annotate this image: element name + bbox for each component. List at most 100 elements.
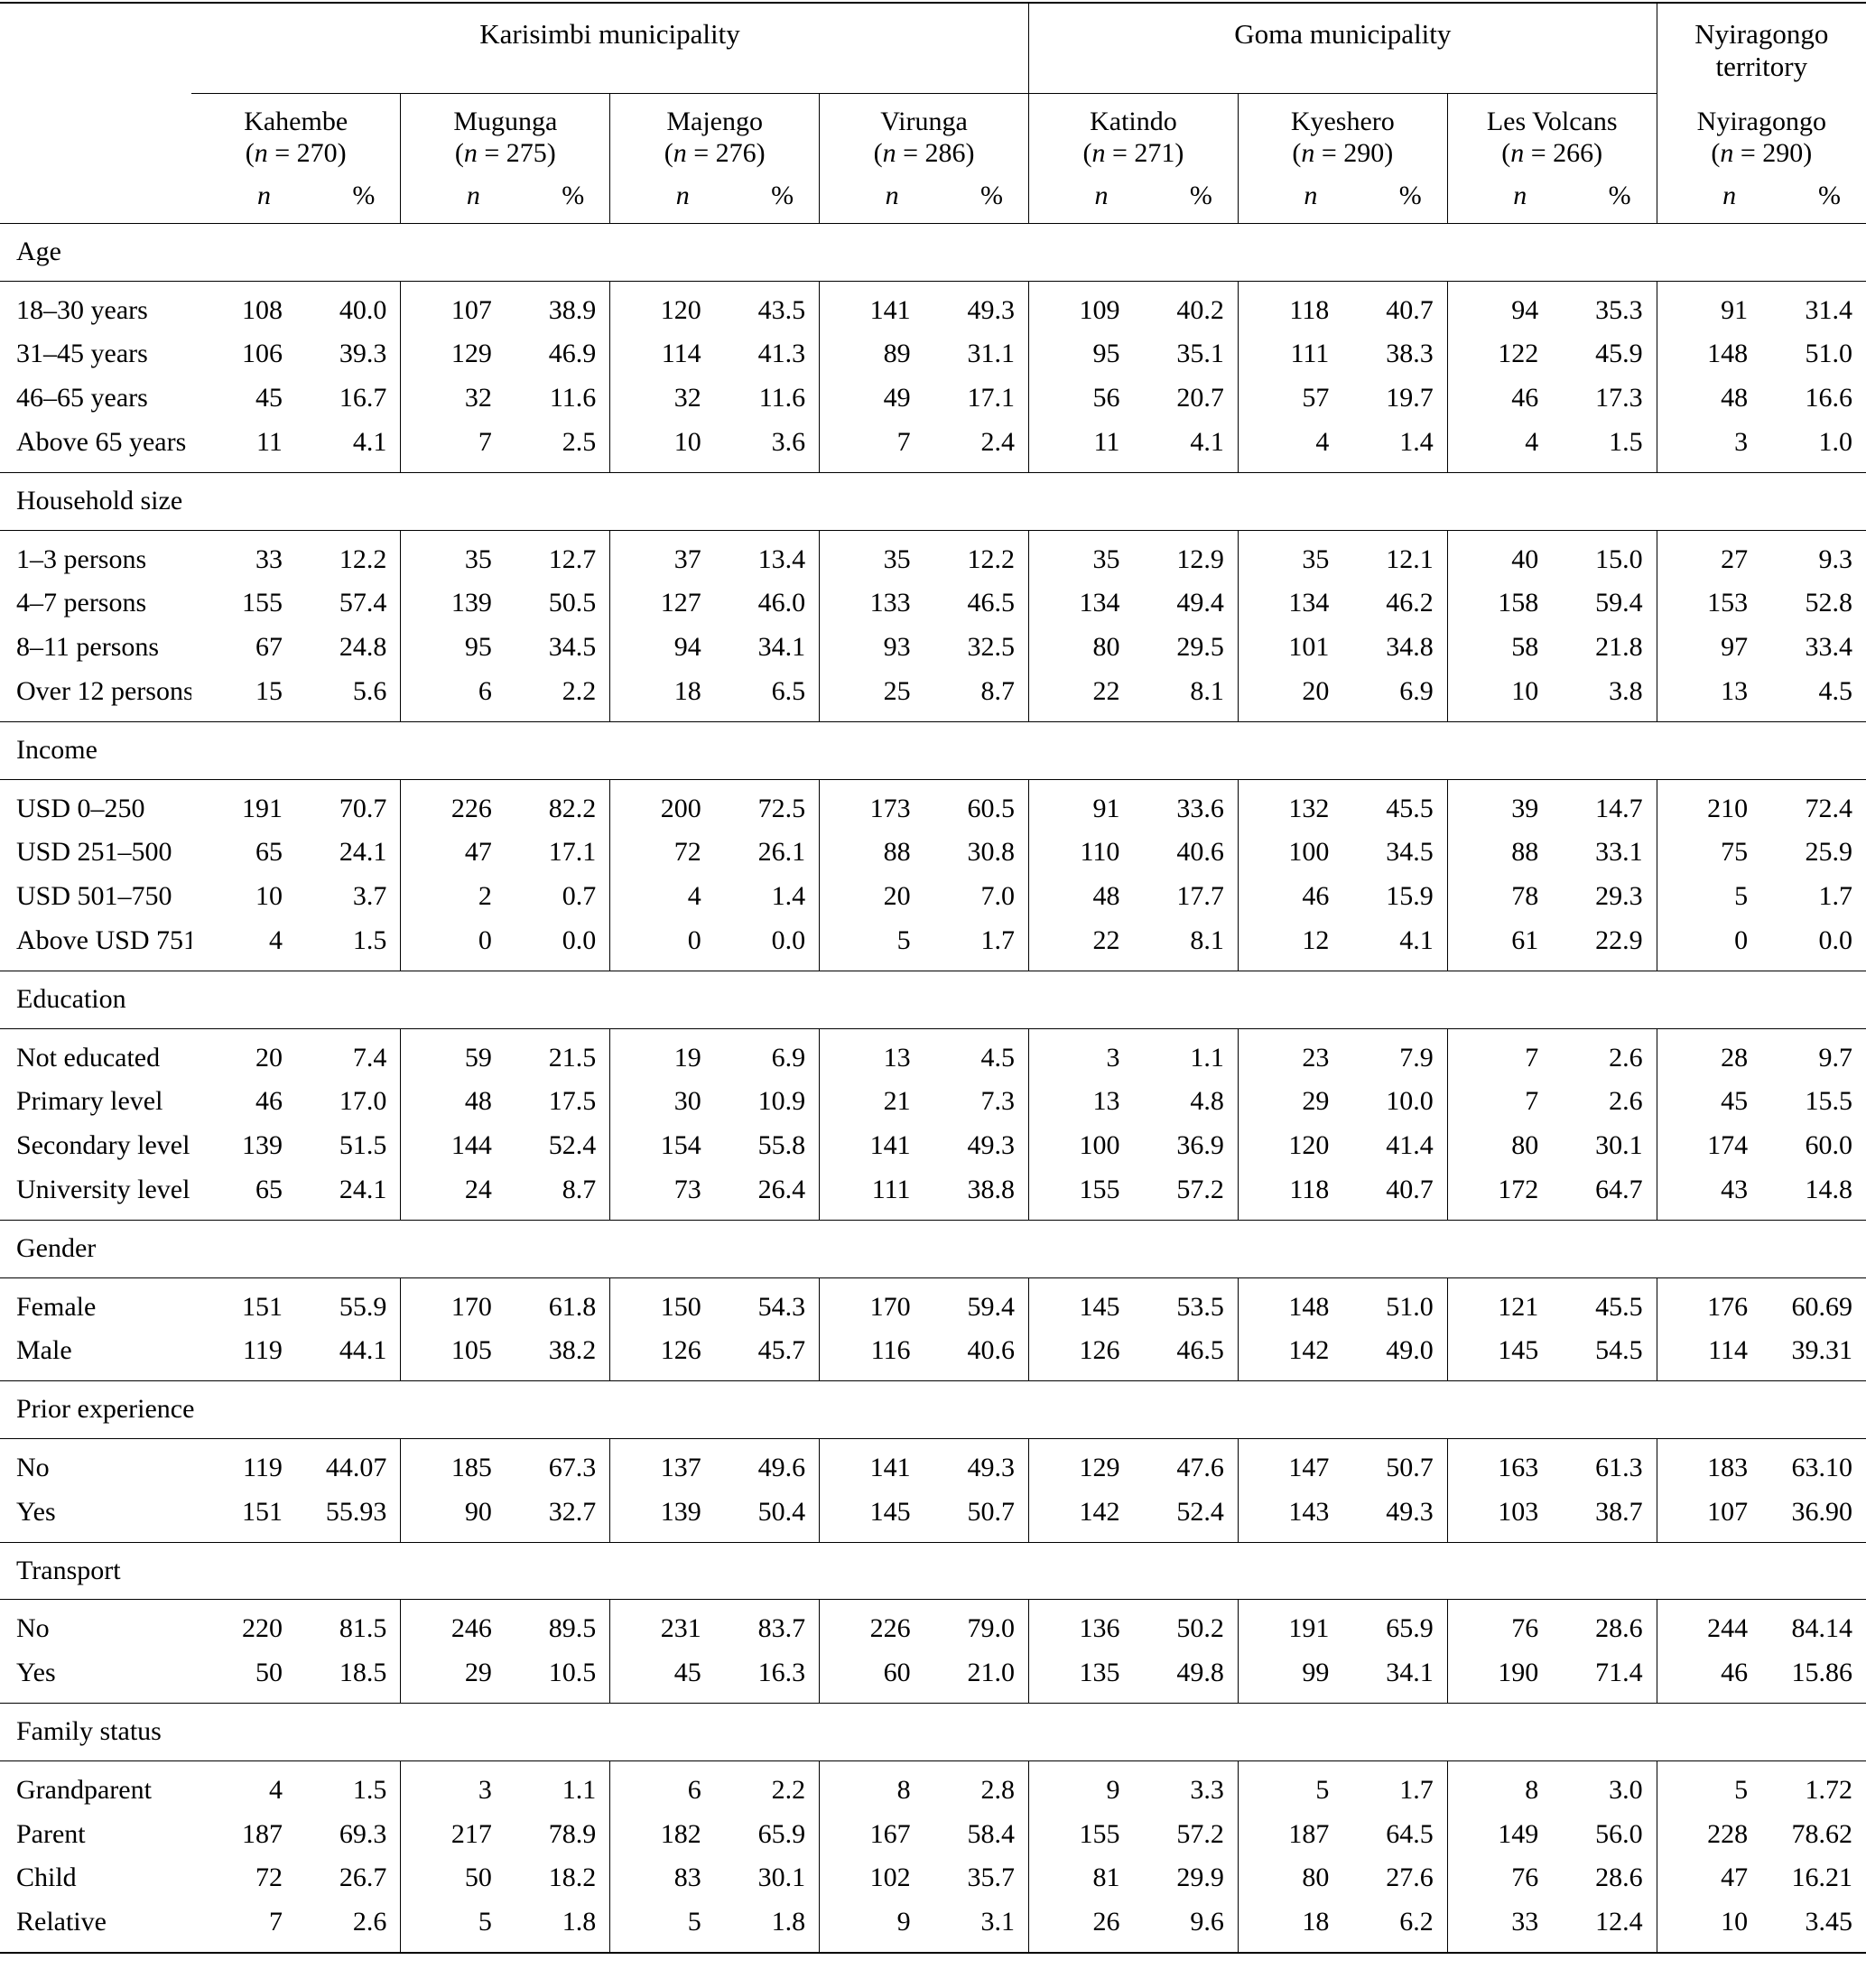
- cell-n: 35: [819, 530, 924, 582]
- cell-pct: 49.3: [1386, 1496, 1434, 1527]
- cell-pct: 46.9: [548, 339, 597, 369]
- cell-pct: 67.3: [548, 1452, 597, 1482]
- col-header-n: n: [1237, 179, 1343, 224]
- table-row-grandparent: Grandparent 4 1.5 3 1.1 6 2.2 8 2.8 9 3.3 5 1.7 8 3.0 5…: [0, 1760, 1866, 1813]
- table-row-parent: Parent 187 69.3 217 78.9 182 65.9 167 58.4 155 57.…: [0, 1812, 1866, 1857]
- table-row-over-12-persons: Over 12 persons 15 5.6 6 2.2 18 6.5 25 8.7 22 8.1 2…: [0, 669, 1866, 722]
- section-title: Household size: [0, 471, 1866, 531]
- cell-n: 116: [819, 1329, 924, 1381]
- cell-pct: 50.7: [1386, 1452, 1434, 1482]
- cell-n: 191: [1237, 1599, 1343, 1652]
- cell-n: 91: [1656, 281, 1762, 333]
- cell-n: 80: [1446, 1124, 1553, 1168]
- cell-n: 143: [1237, 1490, 1343, 1543]
- cell-n: 191: [241, 793, 283, 823]
- section-title: Family status: [0, 1702, 1866, 1761]
- cell-pct: 54.5: [1595, 1335, 1643, 1366]
- cell-pct: 14.8: [1805, 1174, 1853, 1204]
- cell-n: 244: [1656, 1599, 1762, 1652]
- cell-pct: 6.9: [1399, 675, 1434, 706]
- site-header-virunga: Virunga (n = 286): [819, 93, 1029, 179]
- cell-pct: 12.2: [967, 543, 1016, 574]
- table-row-not-educated: Not educated 20 7.4 59 21.5 19 6.9 13 4.5 3 1.1 23 7…: [0, 1028, 1866, 1081]
- cell-pct: 21.0: [967, 1658, 1016, 1688]
- cell-pct: 51.0: [1805, 339, 1853, 369]
- cell-n: 95: [400, 626, 506, 670]
- cell-pct: 3.7: [352, 881, 387, 912]
- cell-n: 163: [1446, 1438, 1553, 1491]
- table-row-no: No 119 44.07 185 67.3 137 49.6 141 49.3 129 47.6 14…: [0, 1438, 1866, 1491]
- cell-n: 60: [819, 1651, 924, 1704]
- cell-n: 7: [819, 420, 924, 473]
- site-header-mugunga: Mugunga (n = 275): [400, 93, 610, 179]
- cell-n: 126: [1028, 1329, 1134, 1381]
- cell-pct: 50.4: [757, 1496, 806, 1527]
- cell-n: 20: [1237, 669, 1343, 722]
- cell-pct: 50.7: [967, 1496, 1016, 1527]
- cell-n: 48: [1656, 376, 1762, 421]
- cell-n: 75: [1656, 831, 1762, 876]
- row-label: 1–3 persons: [16, 543, 147, 574]
- cell-pct: 43.5: [757, 294, 806, 325]
- cell-n: 29: [400, 1651, 506, 1704]
- cell-n: 46: [1656, 1651, 1762, 1704]
- cell-n: 176: [1656, 1277, 1762, 1330]
- cell-pct: 59.4: [967, 1291, 1016, 1322]
- col-header-pct: %: [562, 181, 585, 210]
- measure-header-row: n% n% n% n% n% n% n% n%: [0, 179, 1866, 224]
- cell-n: 95: [1028, 332, 1134, 377]
- table-row-child: Child 72 26.7 50 18.2 83 30.1 102 35.7 81 29.9 80 27…: [0, 1856, 1866, 1901]
- cell-n: 21: [819, 1080, 924, 1125]
- cell-n: 48: [1028, 875, 1134, 919]
- cell-n: 109: [1028, 281, 1134, 333]
- cell-n: 8: [1446, 1760, 1553, 1813]
- cell-n: 119: [243, 1452, 283, 1482]
- cell-n: 46: [1446, 376, 1553, 421]
- row-label: Primary level: [16, 1086, 163, 1117]
- cell-n: 120: [1237, 1124, 1343, 1168]
- group-header-nyiragongo: Nyiragongo territory: [1656, 3, 1866, 94]
- cell-pct: 6.5: [771, 675, 806, 706]
- cell-n: 4: [1237, 420, 1343, 473]
- cell-pct: 46.0: [757, 588, 806, 618]
- cell-pct: 82.2: [548, 793, 597, 823]
- cell-n: 107: [400, 281, 506, 333]
- row-label: Parent: [16, 1818, 86, 1849]
- cell-pct: 40.0: [339, 294, 387, 325]
- cell-pct: 34.1: [757, 632, 806, 663]
- cell-n: 83: [609, 1856, 715, 1901]
- cell-n: 226: [819, 1599, 924, 1652]
- cell-pct: 26.1: [757, 837, 806, 868]
- cell-pct: 1.7: [980, 924, 1016, 955]
- cell-pct: 18.5: [339, 1658, 387, 1688]
- cell-n: 9: [819, 1900, 924, 1953]
- cell-n: 119: [243, 1335, 283, 1366]
- col-header-n: n: [609, 179, 715, 224]
- cell-n: 155: [241, 588, 283, 618]
- cell-n: 145: [1028, 1277, 1134, 1330]
- cell-n: 32: [400, 376, 506, 421]
- cell-pct: 0.0: [771, 924, 806, 955]
- cell-pct: 1.7: [1399, 1774, 1434, 1805]
- cell-pct: 3.1: [980, 1907, 1016, 1937]
- cell-pct: 15.86: [1791, 1658, 1853, 1688]
- cell-pct: 36.9: [1176, 1130, 1224, 1161]
- cell-pct: 52.8: [1805, 588, 1853, 618]
- cell-n: 35: [400, 530, 506, 582]
- cell-n: 91: [1028, 779, 1134, 831]
- cell-n: 65: [255, 837, 283, 868]
- cell-pct: 26.4: [757, 1174, 806, 1204]
- cell-n: 103: [1446, 1490, 1553, 1543]
- cell-n: 58: [1446, 626, 1553, 670]
- cell-n: 3: [1028, 1028, 1134, 1081]
- cell-n: 15: [255, 675, 283, 706]
- table-row-above-usd-751: Above USD 751 4 1.5 0 0.0 0 0.0 5 1.7 22 8.1 12 4.1 6…: [0, 918, 1866, 971]
- cell-pct: 21.8: [1595, 632, 1643, 663]
- row-label: Yes: [16, 1496, 56, 1527]
- cell-n: 22: [1028, 918, 1134, 971]
- cell-pct: 4.5: [980, 1042, 1016, 1073]
- cell-pct: 12.1: [1386, 543, 1434, 574]
- site-count: (n = 290): [1292, 138, 1394, 169]
- cell-n: 108: [241, 294, 283, 325]
